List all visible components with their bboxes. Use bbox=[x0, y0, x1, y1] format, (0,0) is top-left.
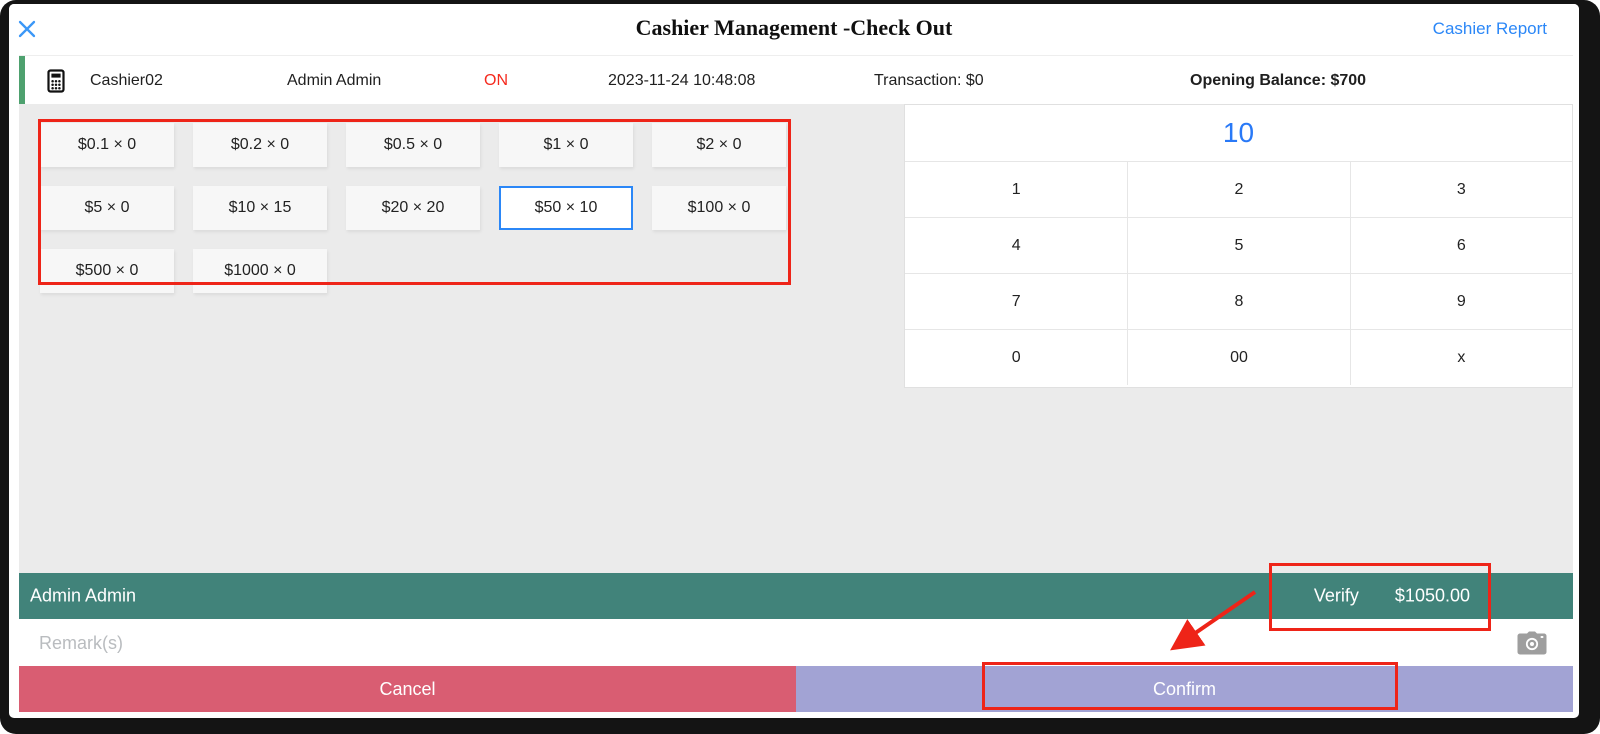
cashier-info-bar: Cashier02 Admin Admin ON 2023-11-24 10:4… bbox=[19, 55, 1573, 106]
keypad-key-6[interactable]: 6 bbox=[1349, 217, 1572, 273]
verify-group: Verify $1050.00 bbox=[1314, 586, 1470, 607]
denomination-button-1[interactable]: $0.2 × 0 bbox=[193, 123, 327, 167]
keypad-display: 10 bbox=[1222, 117, 1255, 148]
denomination-button-11[interactable]: $1000 × 0 bbox=[193, 249, 327, 293]
keypad-key-3[interactable]: 3 bbox=[1349, 161, 1572, 217]
denomination-button-4[interactable]: $2 × 0 bbox=[652, 123, 786, 167]
camera-icon[interactable] bbox=[1517, 631, 1547, 655]
denomination-button-2[interactable]: $0.5 × 0 bbox=[346, 123, 480, 167]
denomination-button-9[interactable]: $100 × 0 bbox=[652, 186, 786, 230]
keypad-key-9[interactable]: 9 bbox=[1349, 273, 1572, 329]
opening-balance: Opening Balance: $700 bbox=[1190, 71, 1367, 89]
denomination-button-10[interactable]: $500 × 0 bbox=[40, 249, 174, 293]
cancel-button[interactable]: Cancel bbox=[19, 666, 796, 712]
transaction-count: Transaction: $0 bbox=[874, 71, 984, 89]
keypad-key-1[interactable]: 1 bbox=[905, 161, 1128, 217]
verify-bar: Admin Admin Verify $1050.00 bbox=[19, 573, 1573, 619]
keypad-keys: 1 2 3 4 5 6 7 8 9 0 00 x bbox=[905, 161, 1572, 385]
denomination-button-8[interactable]: $50 × 10 bbox=[499, 186, 633, 230]
keypad-key-4[interactable]: 4 bbox=[905, 217, 1128, 273]
page-title: Cashier Management -Check Out bbox=[635, 15, 953, 40]
keypad-key-8[interactable]: 8 bbox=[1127, 273, 1350, 329]
calculator-icon bbox=[47, 68, 65, 93]
confirm-button[interactable]: Confirm bbox=[796, 666, 1573, 712]
denomination-grid: $0.1 × 0 $0.2 × 0 $0.5 × 0 $1 × 0 $2 × 0 $5 ×… bbox=[40, 123, 786, 293]
checkout-dialog: Cashier Management -Check Out Cashier Re… bbox=[9, 4, 1579, 718]
denomination-button-5[interactable]: $5 × 0 bbox=[40, 186, 174, 230]
numeric-keypad: 10 1 2 3 4 5 6 7 8 9 0 00 x bbox=[904, 104, 1573, 388]
keypad-key-00[interactable]: 00 bbox=[1127, 329, 1350, 385]
keypad-key-x[interactable]: x bbox=[1349, 329, 1572, 385]
keypad-key-5[interactable]: 5 bbox=[1127, 217, 1350, 273]
denomination-button-6[interactable]: $10 × 15 bbox=[193, 186, 327, 230]
session-datetime: 2023-11-24 10:48:08 bbox=[608, 71, 756, 89]
verify-operator-name: Admin Admin bbox=[30, 585, 137, 606]
cashier-report-link[interactable]: Cashier Report bbox=[1432, 19, 1547, 38]
keypad-key-7[interactable]: 7 bbox=[905, 273, 1128, 329]
verify-amount: $1050.00 bbox=[1394, 585, 1470, 606]
status-on-badge: ON bbox=[484, 71, 508, 89]
denomination-button-3[interactable]: $1 × 0 bbox=[499, 123, 633, 167]
checkout-main-panel: $0.1 × 0 $0.2 × 0 $0.5 × 0 $1 × 0 $2 × 0 $5 ×… bbox=[19, 104, 1573, 573]
keypad-key-2[interactable]: 2 bbox=[1127, 161, 1350, 217]
denomination-button-7[interactable]: $20 × 20 bbox=[346, 186, 480, 230]
remark-row bbox=[19, 619, 1573, 668]
cashier-name: Cashier02 bbox=[90, 71, 163, 89]
action-buttons: Cancel Confirm bbox=[19, 666, 1573, 712]
denomination-button-0[interactable]: $0.1 × 0 bbox=[40, 123, 174, 167]
keypad-key-0[interactable]: 0 bbox=[905, 329, 1128, 385]
dialog-header: Cashier Management -Check Out Cashier Re… bbox=[9, 4, 1579, 55]
remarks-input[interactable] bbox=[37, 619, 1481, 668]
verify-button[interactable]: Verify bbox=[1313, 585, 1359, 606]
operator-name: Admin Admin bbox=[287, 71, 382, 89]
close-icon[interactable] bbox=[18, 20, 36, 38]
